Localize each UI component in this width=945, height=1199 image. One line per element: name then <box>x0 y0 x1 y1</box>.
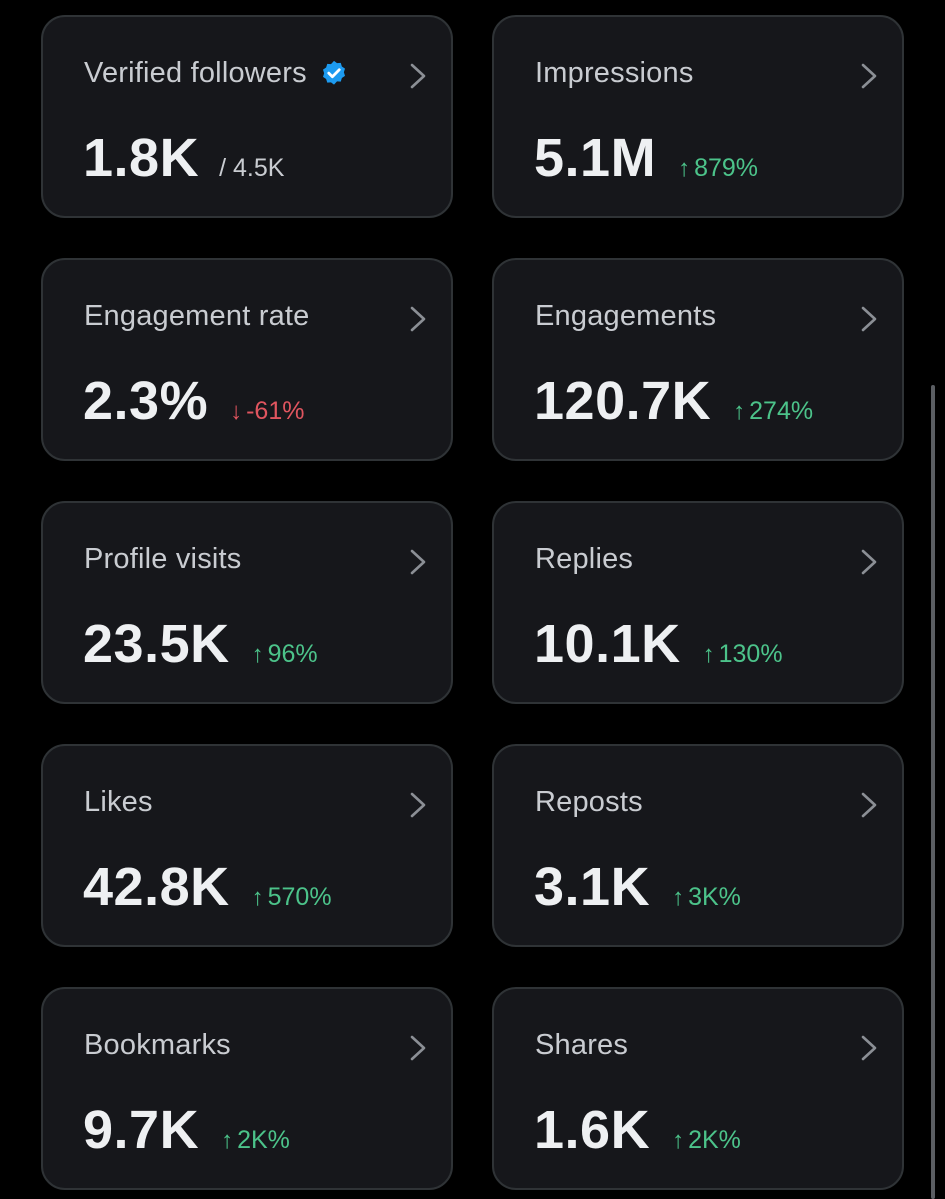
metric-value: 9.7K <box>83 1100 200 1160</box>
metric-title: Bookmarks <box>84 1029 231 1062</box>
chevron-right-icon <box>410 306 426 332</box>
metric-value-row: 2.3% ↓ -61% <box>83 370 304 432</box>
arrow-up-icon: ↑ <box>678 155 691 182</box>
metric-change-value: 274% <box>749 397 814 425</box>
metric-value-row: 10.1K ↑ 130% <box>534 613 783 675</box>
metric-value-row: 120.7K ↑ 274% <box>534 370 813 432</box>
metric-value: 120.7K <box>534 371 712 431</box>
arrow-up-icon: ↑ <box>702 641 715 668</box>
metric-change-value: 2K% <box>688 1126 741 1154</box>
arrow-up-icon: ↑ <box>251 641 264 668</box>
metric-change: ↓ -61% <box>230 397 304 426</box>
metric-value-row: 5.1M ↑ 879% <box>534 127 758 189</box>
metric-card-likes[interactable]: Likes 42.8K ↑ 570% <box>41 744 453 947</box>
metric-title: Likes <box>84 786 153 819</box>
metric-title: Reposts <box>535 786 643 819</box>
metric-value-row: 9.7K ↑ 2K% <box>83 1099 290 1161</box>
metric-label: Profile visits <box>84 543 242 575</box>
metric-label: Bookmarks <box>84 1029 231 1061</box>
metric-title: Replies <box>535 543 633 576</box>
metric-change: ↑ 879% <box>678 154 758 183</box>
arrow-up-icon: ↑ <box>733 398 746 425</box>
metric-label: Verified followers <box>84 57 307 89</box>
chevron-right-icon <box>861 1035 877 1061</box>
metric-value: 42.8K <box>83 857 230 917</box>
metric-change: ↑ 274% <box>733 397 813 426</box>
metric-change-value: 570% <box>267 883 332 911</box>
arrow-up-icon: ↑ <box>221 1127 234 1154</box>
metric-label: Shares <box>535 1029 629 1061</box>
metric-title: Impressions <box>535 57 694 90</box>
chevron-right-icon <box>861 63 877 89</box>
metric-change: ↑ 2K% <box>672 1126 741 1155</box>
verified-badge-icon <box>322 60 345 85</box>
metric-value: 23.5K <box>83 614 230 674</box>
arrow-up-icon: ↑ <box>251 884 264 911</box>
metric-change: ↑ 570% <box>252 883 332 912</box>
metric-title: Profile visits <box>84 543 242 576</box>
scrollbar[interactable] <box>931 385 935 1199</box>
chevron-right-icon <box>410 63 426 89</box>
metric-change-value: 96% <box>267 640 318 668</box>
metric-value: 5.1M <box>534 128 657 188</box>
chevron-right-icon <box>410 549 426 575</box>
chevron-right-icon <box>861 306 877 332</box>
metric-change-value: 879% <box>694 154 759 182</box>
metric-card-engagement-rate[interactable]: Engagement rate 2.3% ↓ -61% <box>41 258 453 461</box>
metric-total: / 4.5K <box>219 154 285 182</box>
metric-card-verified-followers[interactable]: Verified followers 1.8K / 4.5K <box>41 15 453 218</box>
metric-change-value: 130% <box>718 640 783 668</box>
arrow-up-icon: ↑ <box>672 884 685 911</box>
metrics-grid: Verified followers 1.8K / 4.5K Impressio… <box>41 15 904 1190</box>
metric-label: Likes <box>84 786 153 818</box>
metric-card-engagements[interactable]: Engagements 120.7K ↑ 274% <box>492 258 904 461</box>
metric-title: Verified followers <box>84 57 349 90</box>
metric-card-reposts[interactable]: Reposts 3.1K ↑ 3K% <box>492 744 904 947</box>
metric-value: 10.1K <box>534 614 681 674</box>
metric-value-row: 3.1K ↑ 3K% <box>534 856 741 918</box>
arrow-up-icon: ↑ <box>672 1127 685 1154</box>
metric-change-value: 2K% <box>237 1126 290 1154</box>
metric-value: 1.6K <box>534 1100 651 1160</box>
metric-label: Impressions <box>535 57 694 89</box>
metric-card-profile-visits[interactable]: Profile visits 23.5K ↑ 96% <box>41 501 453 704</box>
metric-change-value: 3K% <box>688 883 741 911</box>
metric-card-impressions[interactable]: Impressions 5.1M ↑ 879% <box>492 15 904 218</box>
metric-label: Engagement rate <box>84 300 310 332</box>
metric-card-shares[interactable]: Shares 1.6K ↑ 2K% <box>492 987 904 1190</box>
chevron-right-icon <box>410 1035 426 1061</box>
metric-change: ↑ 130% <box>703 640 783 669</box>
metric-card-bookmarks[interactable]: Bookmarks 9.7K ↑ 2K% <box>41 987 453 1190</box>
metric-change-value: -61% <box>246 397 305 425</box>
metric-value: 1.8K <box>83 128 200 188</box>
chevron-right-icon <box>861 549 877 575</box>
chevron-right-icon <box>861 792 877 818</box>
metric-value-row: 42.8K ↑ 570% <box>83 856 332 918</box>
metric-change: ↑ 2K% <box>221 1126 290 1155</box>
metric-change: ↑ 96% <box>252 640 318 669</box>
metric-value-row: 23.5K ↑ 96% <box>83 613 318 675</box>
metric-value: 3.1K <box>534 857 651 917</box>
metric-title: Engagements <box>535 300 716 333</box>
metric-card-replies[interactable]: Replies 10.1K ↑ 130% <box>492 501 904 704</box>
metric-change: ↑ 3K% <box>672 883 741 912</box>
metric-title: Engagement rate <box>84 300 309 333</box>
metric-value: 2.3% <box>83 371 209 431</box>
metric-value-row: 1.6K ↑ 2K% <box>534 1099 741 1161</box>
metric-label: Engagements <box>535 300 717 332</box>
metric-label: Reposts <box>535 786 643 818</box>
metric-title: Shares <box>535 1029 628 1062</box>
chevron-right-icon <box>410 792 426 818</box>
arrow-down-icon: ↓ <box>230 398 243 425</box>
metric-label: Replies <box>535 543 634 575</box>
metric-value-row: 1.8K / 4.5K <box>83 127 284 189</box>
